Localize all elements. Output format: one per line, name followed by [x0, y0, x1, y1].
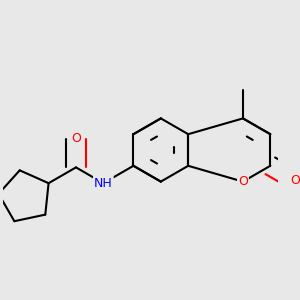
Text: O: O — [290, 173, 300, 187]
Text: NH: NH — [94, 177, 113, 190]
Text: O: O — [71, 132, 81, 146]
Text: O: O — [238, 175, 248, 188]
